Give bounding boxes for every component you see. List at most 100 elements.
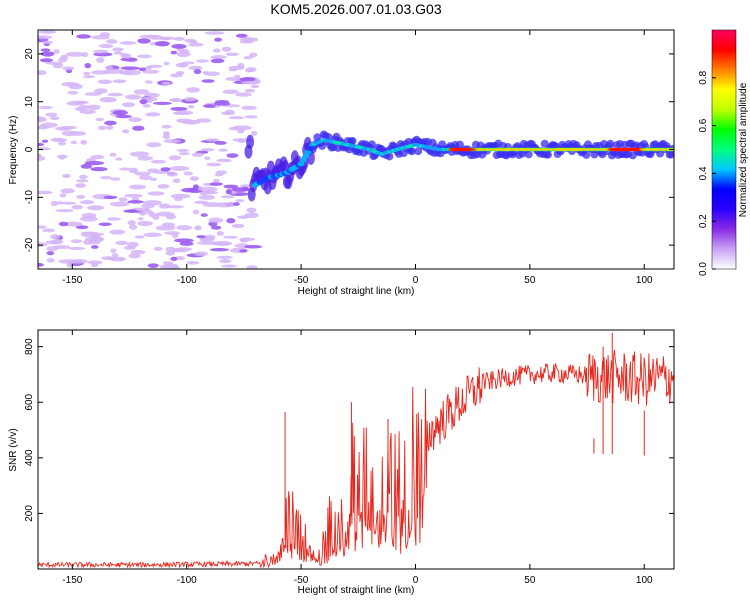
- noise-blob: [212, 178, 220, 183]
- noise-blob: [112, 79, 127, 84]
- snr-data: [38, 332, 674, 569]
- noise-blob: [209, 247, 230, 252]
- noise-blob: [239, 77, 256, 82]
- ridge-peak: [662, 148, 673, 151]
- ridge-core: [306, 145, 314, 152]
- noise-blob: [170, 73, 183, 78]
- noise-blob: [196, 235, 206, 239]
- noise-blob: [160, 167, 171, 172]
- noise-blob: [137, 220, 153, 227]
- noise-blob: [210, 58, 225, 64]
- noise-blob: [147, 263, 159, 268]
- noise-blob: [84, 160, 105, 166]
- noise-blob: [205, 138, 220, 142]
- spectrogram-data: [38, 30, 674, 269]
- noise-blob: [134, 171, 152, 176]
- noise-blob: [75, 183, 87, 188]
- noise-blob: [225, 77, 242, 81]
- noise-blob: [81, 52, 89, 58]
- noise-blob: [136, 54, 152, 59]
- noise-blob: [93, 52, 113, 57]
- noise-blob: [170, 265, 180, 269]
- noise-blob: [237, 128, 245, 134]
- noise-blob: [175, 62, 189, 68]
- noise-blob: [62, 66, 75, 71]
- ridge-envelope: [348, 136, 357, 145]
- noise-blob: [113, 51, 123, 55]
- noise-blob: [105, 125, 114, 130]
- noise-blob: [138, 67, 147, 72]
- spectrogram-x-label: Height of straight line (km): [298, 286, 415, 297]
- noise-blob: [127, 220, 136, 226]
- ridge-envelope: [367, 140, 376, 149]
- noise-blob: [76, 179, 89, 183]
- noise-blob: [96, 57, 105, 63]
- noise-blob: [70, 239, 83, 244]
- noise-blob: [244, 245, 263, 249]
- spectrogram-y-tick-label: 20: [24, 48, 35, 60]
- noise-blob: [49, 116, 60, 120]
- noise-blob: [210, 225, 222, 230]
- noise-blob: [38, 117, 47, 123]
- noise-blob: [132, 125, 145, 131]
- snr-x-tick-label: -50: [294, 575, 309, 586]
- noise-blob: [243, 56, 253, 60]
- noise-blob: [128, 253, 141, 259]
- snr-panel: -150 -100 -50 0 50 100 200 400 600 800 Height of …: [8, 329, 675, 596]
- noise-blob: [61, 173, 71, 178]
- snr-x-label: Height of straight line (km): [298, 585, 415, 596]
- noise-blob: [41, 139, 49, 143]
- noise-blob: [126, 209, 138, 213]
- snr-x-tick-label: 0: [413, 575, 419, 586]
- noise-blob: [203, 104, 216, 108]
- noise-blob: [114, 157, 123, 161]
- noise-blob: [181, 187, 198, 193]
- noise-blob: [39, 58, 53, 63]
- noise-blob: [163, 139, 181, 144]
- noise-blob: [120, 66, 140, 71]
- noise-blob: [40, 48, 51, 52]
- noise-blob: [149, 177, 158, 182]
- noise-blob: [198, 194, 216, 200]
- noise-blob: [38, 70, 47, 76]
- spectrogram-y-tick-label: -20: [24, 237, 35, 252]
- noise-blob: [115, 114, 132, 119]
- snr-y-tick-label: 800: [24, 338, 35, 355]
- noise-blob: [235, 199, 244, 203]
- noise-blob: [241, 105, 257, 111]
- noise-blob: [88, 239, 101, 245]
- noise-blob: [119, 167, 132, 171]
- noise-blob: [145, 112, 161, 117]
- noise-blob: [239, 40, 254, 44]
- noise-blob: [144, 66, 153, 70]
- noise-blob: [179, 241, 194, 246]
- noise-blob: [128, 117, 143, 123]
- noise-blob: [110, 248, 117, 254]
- noise-blob: [206, 162, 222, 167]
- noise-blob: [99, 96, 117, 103]
- noise-blob: [241, 186, 250, 192]
- noise-blob: [204, 31, 225, 35]
- noise-blob: [173, 238, 194, 243]
- noise-blob: [235, 33, 248, 38]
- noise-blob: [176, 51, 191, 58]
- noise-blob: [41, 40, 53, 45]
- noise-blob: [221, 264, 237, 268]
- snr-y-tick-label: 400: [24, 449, 35, 466]
- spectrogram-x-tick-label: 0: [413, 275, 419, 286]
- noise-blob: [139, 99, 148, 105]
- spectrogram-x-tick-label: 50: [524, 275, 536, 286]
- noise-blob: [216, 158, 232, 163]
- noise-blob: [142, 69, 160, 74]
- colorbar-tick-label: 0.8: [698, 70, 709, 84]
- noise-blob: [122, 102, 135, 108]
- spectrogram-y-tick-label: 10: [24, 96, 35, 108]
- noise-blob: [75, 225, 89, 230]
- noise-blob: [86, 104, 101, 110]
- ridge-envelope: [543, 150, 552, 159]
- noise-blob: [50, 239, 64, 245]
- noise-blob: [137, 156, 154, 161]
- noise-blob: [170, 256, 178, 261]
